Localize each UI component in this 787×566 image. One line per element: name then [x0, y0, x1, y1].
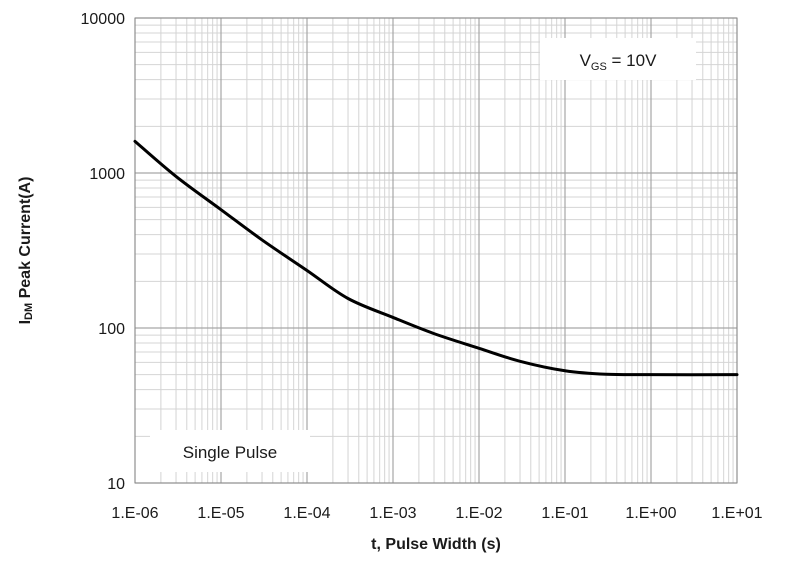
- annotation-boxes: [150, 38, 696, 472]
- vgs-label-subscript: GS: [591, 61, 607, 73]
- y-tick-label: 10000: [81, 11, 126, 28]
- y-tick-label: 10: [107, 476, 125, 493]
- vgs-label-suffix: = 10V: [607, 51, 657, 70]
- x-tick-label: 1.E-02: [455, 505, 502, 522]
- y-tick-label: 100: [98, 321, 125, 338]
- series-group: [133, 139, 739, 377]
- y-axis-title-subscript: DM: [23, 303, 35, 320]
- plot-area-frame: [134, 17, 738, 484]
- minor-gridlines: [135, 18, 737, 483]
- y-tick-labels: 10 100 1000 10000: [81, 11, 126, 493]
- x-tick-labels: 1.E-06 1.E-05 1.E-04 1.E-03 1.E-02 1.E-01 1.E+…: [111, 505, 762, 522]
- x-tick-label: 1.E+00: [625, 505, 676, 522]
- y-axis-title-prefix: I: [17, 320, 34, 324]
- y-axis-title-suffix: Peak Current(A): [17, 177, 34, 303]
- vgs-label-prefix: V: [580, 51, 592, 70]
- vgs-condition-label: VGS = 10V: [580, 51, 658, 73]
- x-tick-label: 1.E-03: [369, 505, 416, 522]
- vgs-label-box: [540, 38, 696, 80]
- single-pulse-label: Single Pulse: [183, 443, 278, 462]
- y-tick-label: 1000: [89, 166, 125, 183]
- x-tick-label: 1.E-06: [111, 505, 158, 522]
- y-axis-title: IDM Peak Current(A): [17, 177, 35, 325]
- peak-current-curve: [133, 139, 739, 377]
- x-tick-label: 1.E-01: [541, 505, 588, 522]
- single-pulse-label-box: [150, 430, 310, 472]
- x-axis-title: t, Pulse Width (s): [371, 536, 501, 553]
- x-tick-label: 1.E+01: [711, 505, 762, 522]
- x-tick-label: 1.E-04: [283, 505, 330, 522]
- x-tick-label: 1.E-05: [197, 505, 244, 522]
